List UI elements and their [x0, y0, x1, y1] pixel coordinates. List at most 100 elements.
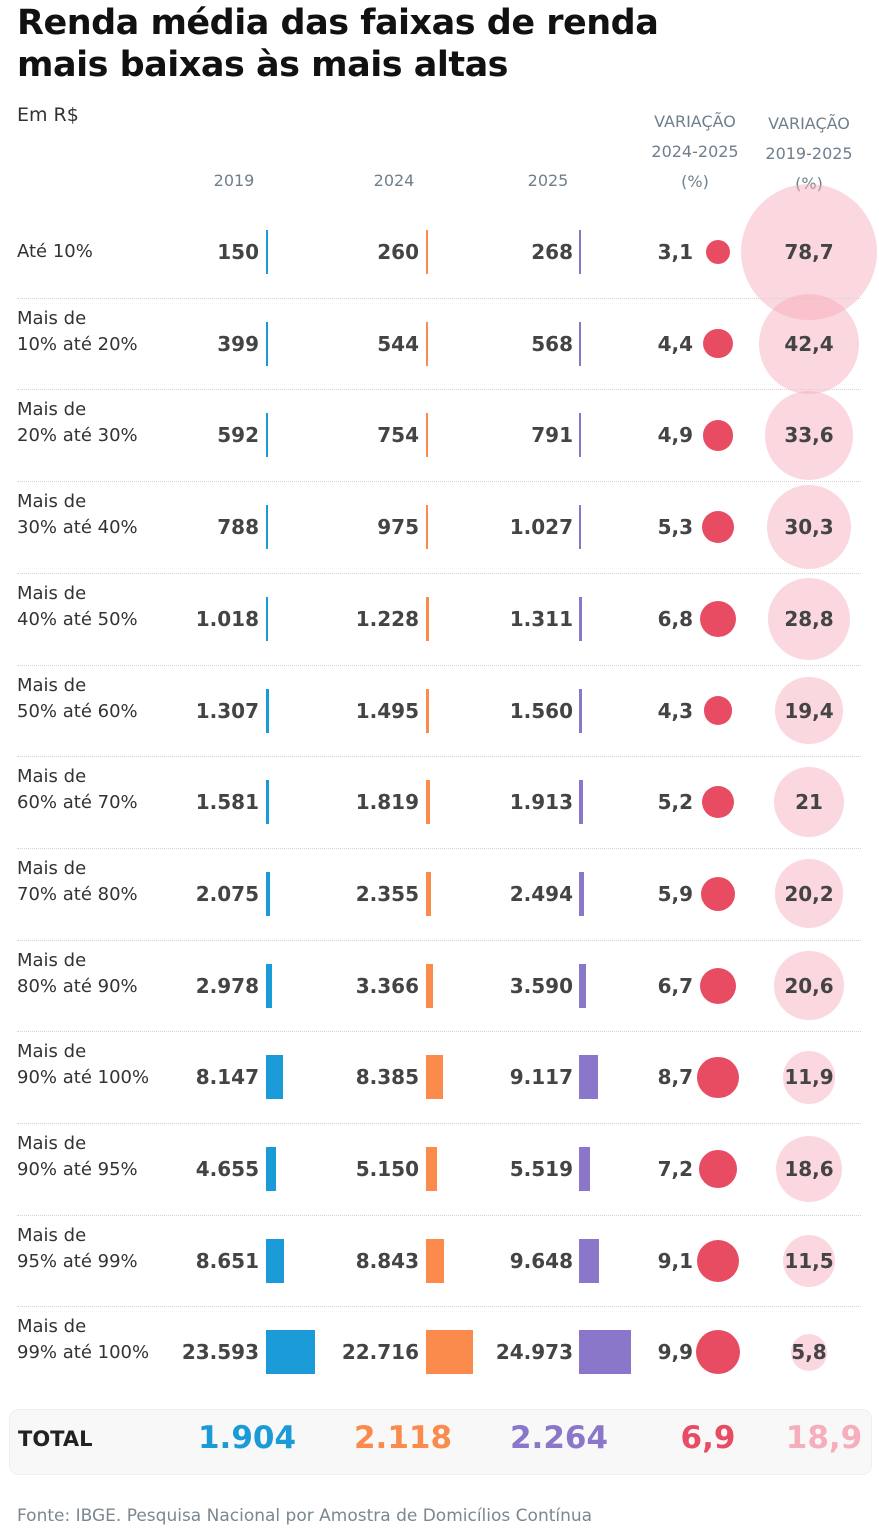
bar-2024: [426, 1055, 444, 1100]
value-2025: 24.973: [495, 1340, 573, 1365]
row-divider: [17, 939, 861, 941]
variation-2024-2025-dot: [699, 600, 737, 638]
bar-2024: [426, 1238, 445, 1283]
variation-2024-2025-dot: [699, 1150, 737, 1188]
variation-2019-2025-bubble: [782, 1050, 836, 1104]
value-2025: 1.913: [509, 790, 573, 815]
row-label-line: 99% até 100%: [17, 1342, 150, 1364]
variation-2024-2025-value: 5,9: [657, 881, 693, 906]
row-divider: [17, 756, 861, 758]
variation-2024-2025-dot: [701, 876, 735, 911]
variation-2024-2025-dot: [696, 1330, 740, 1375]
value-2024: 8.385: [355, 1065, 419, 1090]
bar-2024: [426, 963, 433, 1008]
variation-2019-2025-value: 42,4: [784, 331, 834, 356]
variation-2024-2025-value: 5,2: [657, 790, 693, 815]
variation-2019-2025-bubble: [767, 577, 851, 660]
value-2019: 1.018: [195, 606, 259, 631]
row-label-line: Mais de: [17, 399, 87, 421]
variation-2019-2025-value: 11,5: [784, 1248, 834, 1273]
variation-2024-2025-dot: [703, 696, 733, 725]
row-divider: [17, 1214, 861, 1216]
value-2024: 1.495: [355, 698, 419, 723]
variation-2024-2025-dot: [702, 786, 734, 819]
bar-2025: [579, 1238, 600, 1283]
variation-2019-2025-value: 20,2: [784, 881, 834, 906]
value-2024: 5.150: [355, 1157, 419, 1181]
bar-2025: [579, 780, 583, 825]
column-header-line: 2024: [373, 171, 415, 190]
row-label-line: Mais de: [17, 1316, 87, 1338]
value-2024: 754: [377, 423, 419, 448]
bar-2025: [579, 596, 582, 641]
variation-2024-2025-dot: [699, 967, 737, 1004]
variation-2019-2025-value: 20,6: [784, 973, 834, 998]
bar-2019: [266, 963, 273, 1008]
variation-2024-2025-value: 6,7: [657, 973, 693, 998]
row-label-line: 40% até 50%: [17, 608, 138, 630]
value-2019: 788: [217, 515, 259, 540]
source-note: Fonte: IBGE. Pesquisa Nacional por Amost…: [17, 1506, 593, 1526]
row-label-line: 50% até 60%: [17, 700, 138, 722]
column-header-line: 2025: [527, 171, 569, 190]
bar-2025: [579, 871, 585, 916]
row-label-line: Mais de: [17, 949, 87, 971]
row-label: Mais de 90% até 100%: [17, 1039, 187, 1091]
bar-2024: [426, 780, 430, 825]
value-2025: 5.519: [509, 1157, 573, 1181]
variation-2019-2025-value: 19,4: [784, 698, 834, 723]
row-label-line: Mais de: [17, 491, 87, 513]
variation-2024-2025-dot: [702, 419, 734, 451]
bar-2025: [579, 413, 581, 458]
value-2024: 3.366: [355, 973, 419, 998]
variation-2024-2025-value: 3,1: [657, 240, 693, 264]
row-label: Mais de 10% até 20%: [17, 306, 187, 358]
row-label: Mais de 95% até 99%: [17, 1223, 187, 1275]
value-2025: 1.560: [509, 698, 573, 723]
variation-2019-2025-value: 18,6: [784, 1157, 834, 1181]
row-label-line: Mais de: [17, 1041, 87, 1063]
variation-2019-2025-value: 30,3: [784, 515, 834, 540]
bar-2025: [579, 1330, 631, 1375]
value-2025: 9.648: [509, 1248, 573, 1273]
bar-2019: [266, 780, 270, 825]
row-label-line: 70% até 80%: [17, 883, 138, 905]
row-label: Mais de 99% até 100%: [17, 1314, 187, 1366]
value-2025: 568: [531, 331, 573, 356]
variation-2019-2025-bubble: [773, 767, 845, 838]
value-2019: 1.307: [195, 698, 259, 723]
total-label: TOTAL: [18, 1427, 93, 1451]
bar-2024: [426, 871, 431, 916]
bar-2019: [266, 1238, 284, 1283]
column-header-line: VARIAÇÃO: [768, 114, 850, 133]
bar-2019: [266, 505, 268, 550]
bar-2024: [426, 1330, 474, 1375]
variation-2019-2025-bubble: [759, 293, 859, 394]
total-v2019: 1.904: [197, 1420, 297, 1456]
row-label-line: Mais de: [17, 307, 87, 329]
row-divider: [17, 389, 861, 391]
bar-2024: [426, 596, 429, 641]
row-label-line: Mais de: [17, 582, 87, 604]
column-header-v2019: 2019: [174, 166, 294, 196]
variation-2024-2025-value: 9,9: [657, 1340, 693, 1365]
variation-2019-2025-bubble: [764, 390, 854, 480]
bar-2025: [579, 505, 582, 550]
bar-2024: [426, 230, 428, 274]
variation-2019-2025-bubble: [775, 676, 843, 745]
variation-2019-2025-bubble: [741, 184, 877, 320]
variation-2024-2025-dot: [696, 1239, 740, 1282]
value-2019: 2.075: [195, 881, 259, 906]
column-header-line: (%): [681, 172, 709, 191]
variation-2024-2025-value: 8,7: [657, 1065, 693, 1090]
bar-2019: [266, 688, 269, 733]
value-2024: 1.819: [355, 790, 419, 815]
column-header-var2425: VARIAÇÃO 2024-2025 (%): [635, 107, 755, 197]
value-2019: 23.593: [181, 1340, 259, 1365]
row-label-line: 90% até 95%: [17, 1159, 138, 1180]
variation-2024-2025-dot: [705, 239, 731, 265]
bar-2019: [266, 230, 268, 274]
value-2025: 2.494: [509, 881, 573, 906]
bar-2019: [266, 321, 268, 366]
column-header-line: (%): [795, 174, 823, 193]
